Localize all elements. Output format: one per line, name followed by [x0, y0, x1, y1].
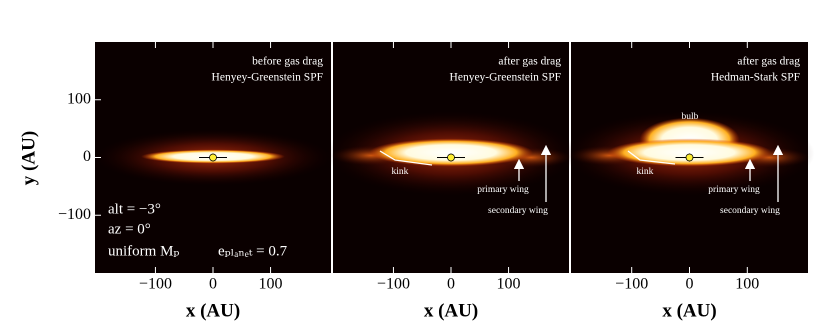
annotation: eₚₗₐₙₑₜ = 0.7: [218, 243, 288, 259]
star: [447, 153, 455, 162]
x-tick-label: 100: [735, 276, 759, 293]
panel-subtitle: Henyey-Greenstein SPF: [212, 72, 323, 84]
x-tick-label: 0: [686, 276, 694, 293]
x-tick-label: 0: [209, 276, 217, 293]
annotation: bulb: [682, 112, 699, 122]
panel: [326, 42, 576, 273]
y-tick-label: 0: [83, 148, 91, 165]
annotation: secondary wing: [488, 206, 548, 216]
disk-core: [607, 138, 772, 167]
annotation: kink: [637, 167, 654, 177]
panel-title: before gas drag: [252, 56, 323, 68]
panel: [95, 42, 331, 273]
panel: [564, 42, 815, 273]
annotation: secondary wing: [720, 206, 780, 216]
annotation: primary wing: [708, 185, 760, 195]
annotation: primary wing: [477, 185, 529, 195]
annotation: az = 0°: [108, 221, 151, 237]
x-tick-label: 100: [497, 276, 521, 293]
panel-subtitle: Henyey-Greenstein SPF: [450, 72, 561, 84]
star: [209, 153, 217, 162]
panel-subtitle: Hedman-Stark SPF: [711, 72, 800, 84]
panel-title: after gas drag: [737, 56, 800, 68]
y-axis-label: y (AU): [18, 131, 39, 185]
x-tick-label: 0: [447, 276, 455, 293]
x-axis-label: x (AU): [186, 300, 240, 321]
disk-core: [369, 138, 533, 167]
x-axis-label: x (AU): [662, 300, 716, 321]
annotation-line: [627, 150, 676, 165]
x-tick-label: −100: [139, 276, 172, 293]
annotation-line: [379, 150, 433, 166]
y-tick-label: −100: [58, 206, 91, 223]
annotation: kink: [392, 167, 409, 177]
x-tick-label: 100: [259, 276, 283, 293]
star: [685, 153, 694, 162]
annotation: alt = −3°: [108, 201, 161, 217]
y-tick-label: 100: [67, 90, 91, 107]
panel-title: after gas drag: [498, 56, 561, 68]
x-tick-label: −100: [377, 276, 410, 293]
x-axis-label: x (AU): [424, 300, 478, 321]
x-tick-label: −100: [615, 276, 648, 293]
annotation: uniform Mₚ: [108, 243, 179, 259]
